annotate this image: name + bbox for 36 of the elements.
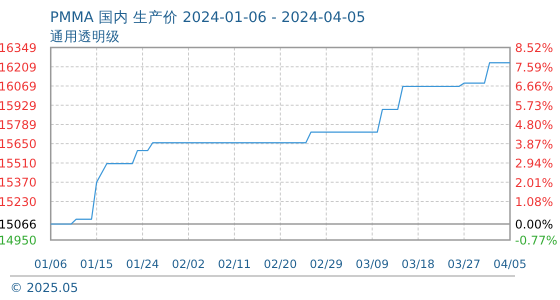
x-tick-label: 02/29 [310, 257, 343, 271]
y2-tick-label: 0.00% [515, 218, 554, 232]
text: © 2025.05 [10, 280, 78, 295]
y-tick-label: 16349 [0, 41, 37, 55]
x-tick-label: 02/11 [218, 257, 251, 271]
y-tick-label: 15929 [0, 98, 37, 113]
y2-tick-label: 6.66% [515, 80, 554, 94]
y2-tick-label: 2.01% [515, 176, 554, 190]
y-tick-label: 16069 [0, 80, 37, 94]
y2-tick-label: 5.73% [515, 98, 554, 113]
y-tick-label: 15789 [0, 118, 37, 132]
y2-tick-label: 4.80% [515, 118, 554, 132]
y-tick-label: 15510 [0, 156, 37, 170]
y2-tick-label: 3.87% [515, 137, 554, 152]
chart-subtitle: 通用透明级 [50, 29, 120, 45]
y2-tick-label: 8.52% [515, 41, 554, 55]
y-tick-label: 15230 [0, 194, 37, 209]
x-tick-label: 02/02 [172, 257, 206, 271]
y2-tick-label: 2.94% [515, 156, 554, 171]
chart-title: PMMA 国内 生产价 2024-01-06 - 2024-04-05 [50, 9, 366, 26]
y2-tick-label: 7.59% [515, 60, 554, 74]
y-tick-label: 14950 [0, 234, 37, 248]
y-tick-label: 15650 [0, 137, 37, 152]
x-tick-label: 04/05 [493, 257, 527, 271]
x-tick-label: 02/20 [264, 257, 297, 271]
x-tick-label: 03/27 [447, 257, 481, 271]
y2-tick-label: 1.08% [515, 195, 554, 210]
y-tick-label: 15066 [0, 218, 37, 232]
x-tick-label: 03/18 [402, 257, 435, 271]
y-tick-label: 16209 [0, 60, 37, 74]
y-tick-label: 15370 [0, 176, 37, 190]
y2-tick-label: -0.77% [515, 234, 558, 248]
x-tick-label: 01/24 [126, 257, 160, 271]
x-tick-label: 01/06 [34, 257, 68, 271]
x-tick-label: 01/15 [80, 257, 114, 271]
x-tick-label: 03/09 [356, 257, 389, 271]
